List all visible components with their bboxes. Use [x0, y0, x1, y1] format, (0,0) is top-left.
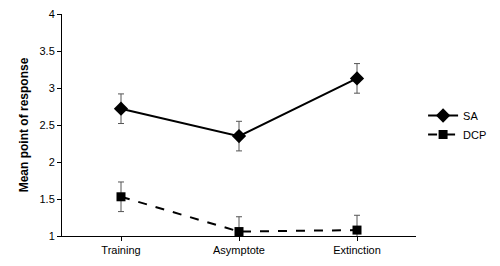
svg-text:3: 3	[49, 82, 55, 94]
svg-text:Extinction: Extinction	[333, 244, 381, 256]
svg-text:Mean point of response: Mean point of response	[17, 57, 31, 192]
svg-text:SA: SA	[463, 110, 478, 122]
svg-text:2.5: 2.5	[40, 119, 55, 131]
svg-text:1: 1	[49, 230, 55, 242]
svg-text:Asymptote: Asymptote	[213, 244, 265, 256]
svg-text:3.5: 3.5	[40, 45, 55, 57]
svg-text:DCP: DCP	[463, 129, 486, 141]
svg-text:4: 4	[49, 8, 55, 20]
svg-text:2: 2	[49, 156, 55, 168]
svg-text:1.5: 1.5	[40, 193, 55, 205]
svg-text:Training: Training	[101, 244, 140, 256]
